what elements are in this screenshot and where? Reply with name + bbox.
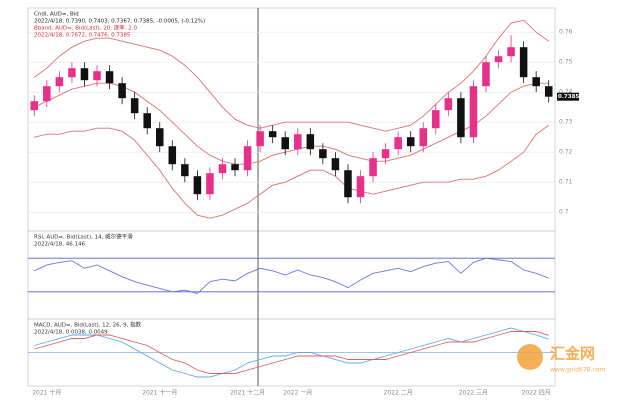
watermark-url: www.gold678.com bbox=[550, 367, 605, 374]
y-tick-label: 0.71 bbox=[559, 179, 573, 186]
candle-body bbox=[419, 128, 428, 147]
candle-body bbox=[193, 176, 202, 195]
y-tick-label: 0.75 bbox=[559, 59, 573, 66]
candle-body bbox=[55, 77, 64, 87]
candle-body bbox=[155, 128, 164, 147]
candle-body bbox=[356, 176, 365, 198]
candle-body bbox=[206, 173, 214, 195]
indicator-line bbox=[34, 257, 549, 294]
x-tick-label: 2021 十二月 bbox=[230, 389, 265, 397]
watermark: 汇金网 www.gold678.com bbox=[517, 344, 605, 374]
candle-body bbox=[294, 134, 302, 150]
price-tag bbox=[557, 92, 579, 101]
candle-body bbox=[218, 164, 227, 174]
candle-body bbox=[444, 98, 453, 111]
candle-body bbox=[469, 86, 478, 138]
legend-text: Bband, AUD=, Bid(Last), 20, 逐率, 2.0 bbox=[34, 24, 138, 32]
candle-body bbox=[143, 113, 151, 129]
candle-body bbox=[544, 86, 553, 97]
candle-body bbox=[231, 164, 239, 171]
candle-body bbox=[344, 170, 352, 198]
legend-text: MACD, AUD=, Bid(Last), 12, 26, 9, 指数 bbox=[34, 321, 142, 329]
last-price-label: 0.7385 bbox=[558, 94, 579, 100]
legend-text: Cndl, AUD=, Bid bbox=[34, 12, 79, 18]
candle-body bbox=[243, 146, 252, 171]
candle-body bbox=[281, 137, 289, 150]
y-tick-label: 0.73 bbox=[559, 119, 573, 126]
candle-body bbox=[457, 98, 465, 138]
legend-text: 2022/4/18, 0.7672, 0.7476, 0.7385 bbox=[34, 33, 131, 39]
candle-body bbox=[168, 146, 177, 165]
candle-body bbox=[432, 110, 440, 129]
legend-text: 2022/4/18, 0.0038, 0.0049 bbox=[34, 330, 108, 336]
band-line bbox=[34, 124, 549, 219]
x-tick-label: 2022 一月 bbox=[283, 390, 312, 397]
candle-body bbox=[319, 149, 327, 159]
legend-text: 2022/4/18, 46.146 bbox=[34, 242, 85, 248]
candle-body bbox=[30, 101, 39, 111]
band-line bbox=[34, 19, 549, 132]
indicator-line bbox=[34, 331, 549, 374]
candle-body bbox=[80, 68, 89, 81]
candle-body bbox=[406, 137, 415, 147]
frame bbox=[27, 7, 556, 387]
candle-body bbox=[482, 62, 490, 87]
y-tick-label: 0.72 bbox=[559, 149, 573, 156]
x-tick-label: 2021 十月 bbox=[32, 389, 61, 397]
candle-body bbox=[118, 83, 126, 99]
candle-body bbox=[306, 134, 315, 150]
candle-body bbox=[532, 77, 540, 87]
candle-body bbox=[93, 71, 101, 81]
x-tick-label: 2022 二月 bbox=[384, 390, 413, 397]
x-tick-label: 2022 四月 bbox=[522, 390, 551, 397]
candle-body bbox=[105, 71, 114, 84]
candle-body bbox=[181, 164, 189, 177]
candle-body bbox=[68, 68, 76, 78]
watermark-logo bbox=[517, 344, 543, 370]
candle-body bbox=[494, 56, 503, 63]
indicator-line bbox=[34, 327, 549, 378]
legend-text: 2022/4/18, 0.7390, 0.7403, 0.7367, 0.738… bbox=[34, 19, 205, 25]
candle-body bbox=[331, 158, 340, 171]
candle-body bbox=[381, 149, 390, 159]
x-tick-label: 2022 三月 bbox=[459, 390, 488, 397]
candle-body bbox=[268, 131, 277, 138]
y-tick-label: 0.76 bbox=[559, 29, 573, 36]
watermark-name: 汇金网 bbox=[550, 345, 595, 363]
candle-body bbox=[43, 86, 51, 102]
candle-body bbox=[394, 137, 402, 150]
candle-body bbox=[519, 47, 528, 78]
candle-body bbox=[507, 47, 515, 57]
candle-body bbox=[130, 98, 139, 114]
candle-body bbox=[256, 131, 264, 147]
x-tick-label: 2021 十一月 bbox=[142, 389, 177, 397]
candle-body bbox=[369, 158, 377, 177]
y-tick-label: 0.7 bbox=[559, 209, 569, 216]
y-tick-label: 0.74 bbox=[559, 89, 573, 96]
legend-text: RSI, AUD=, Bid(Last), 14, 威尔德平滑 bbox=[34, 233, 133, 241]
